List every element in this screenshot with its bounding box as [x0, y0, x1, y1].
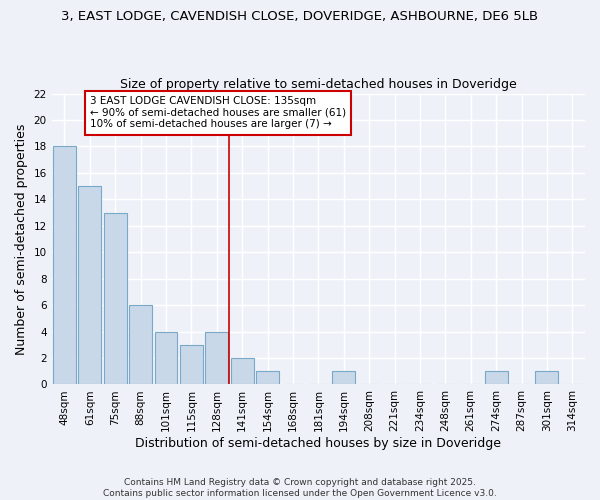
Bar	[205, 332, 228, 384]
Title: Size of property relative to semi-detached houses in Doveridge: Size of property relative to semi-detach…	[120, 78, 517, 91]
Text: Contains HM Land Registry data © Crown copyright and database right 2025.
Contai: Contains HM Land Registry data © Crown c…	[103, 478, 497, 498]
Bar	[53, 146, 76, 384]
X-axis label: Distribution of semi-detached houses by size in Doveridge: Distribution of semi-detached houses by …	[136, 437, 502, 450]
Bar	[79, 186, 101, 384]
Bar	[129, 305, 152, 384]
Text: 3 EAST LODGE CAVENDISH CLOSE: 135sqm
← 90% of semi-detached houses are smaller (: 3 EAST LODGE CAVENDISH CLOSE: 135sqm ← 9…	[90, 96, 346, 130]
Bar	[485, 371, 508, 384]
Bar	[155, 332, 178, 384]
Bar	[332, 371, 355, 384]
Bar	[180, 345, 203, 385]
Bar	[104, 212, 127, 384]
Bar	[231, 358, 254, 384]
Text: 3, EAST LODGE, CAVENDISH CLOSE, DOVERIDGE, ASHBOURNE, DE6 5LB: 3, EAST LODGE, CAVENDISH CLOSE, DOVERIDG…	[61, 10, 539, 23]
Y-axis label: Number of semi-detached properties: Number of semi-detached properties	[15, 124, 28, 354]
Bar	[535, 371, 559, 384]
Bar	[256, 371, 279, 384]
